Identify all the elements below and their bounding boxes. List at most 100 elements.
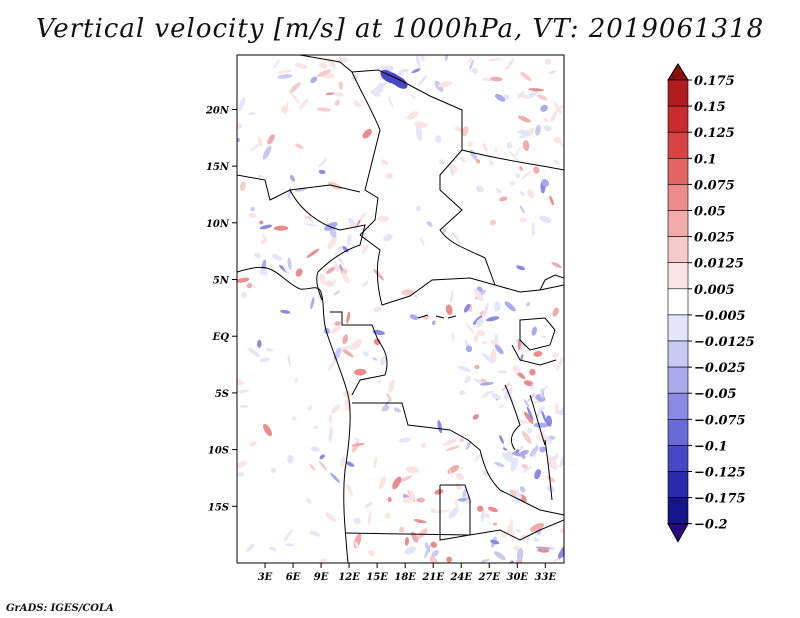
lon-label: 18E [394, 572, 416, 583]
field-patch [430, 541, 438, 548]
lon-label: 27E [477, 572, 500, 583]
field-patch [376, 215, 389, 222]
field-patch [511, 452, 524, 457]
field-patch [434, 489, 444, 495]
field-patch [393, 407, 402, 413]
field-patch [295, 268, 303, 277]
colorbar-label: 0.05 [694, 205, 726, 220]
field-patch [523, 399, 530, 408]
field-patch [552, 353, 559, 358]
colorbar-label: 0.125 [694, 126, 735, 141]
field-patch [294, 377, 299, 383]
lat-label: 15N [206, 162, 230, 173]
field-patch [515, 449, 520, 454]
map-frame [236, 54, 565, 564]
field-patch [318, 169, 326, 175]
field-patch [508, 390, 514, 405]
border-nigeria-cameroon [289, 189, 366, 301]
field-patch [521, 430, 532, 444]
field-patch [249, 441, 257, 447]
field-patch [449, 289, 454, 304]
field-patch [526, 406, 534, 422]
rift-lakes [504, 384, 553, 501]
field-patch [442, 228, 447, 233]
colorbar-segment [667, 445, 689, 472]
field-patch [416, 497, 425, 503]
colorbar-label: −0.075 [694, 413, 746, 428]
field-patch [469, 59, 474, 71]
field-patch [499, 404, 505, 409]
field-patch [237, 277, 250, 283]
field-patch [346, 483, 353, 496]
field-patch [479, 310, 485, 316]
field-patch [494, 461, 505, 468]
field-patch [415, 55, 421, 69]
field-patch [480, 378, 488, 384]
field-patch [494, 344, 504, 355]
field-patch [285, 543, 294, 547]
field-patch [404, 537, 409, 546]
congo-river [417, 314, 457, 319]
field-patch [530, 523, 545, 532]
field-patch [304, 223, 317, 227]
field-patch [508, 58, 514, 67]
field-patch [472, 414, 479, 420]
field-patch [549, 456, 558, 461]
field-patch [246, 543, 255, 552]
colorbar-segment [667, 497, 689, 525]
field-patch [540, 104, 548, 112]
field-patch [481, 469, 489, 477]
field-patch [536, 94, 548, 101]
field-patch [544, 58, 552, 65]
field-patch [520, 71, 532, 82]
field-patch [380, 356, 387, 366]
field-patch [319, 558, 327, 563]
field-patch [547, 475, 556, 483]
field-patch [413, 519, 427, 524]
field-patch [460, 156, 466, 163]
field-patch [483, 302, 489, 318]
colorbar-bottom-arrow [667, 523, 689, 543]
field-patch [283, 528, 293, 543]
field-patch [515, 173, 521, 179]
field-patch [318, 292, 322, 303]
lon-label: 24E [449, 572, 472, 583]
border-angola-zambia [439, 484, 471, 541]
colorbar-label: −0.175 [694, 492, 746, 507]
field-patch [361, 280, 369, 287]
field-patch [376, 82, 384, 94]
field-patch [548, 70, 557, 74]
field-patch [521, 466, 533, 473]
field-patch [238, 97, 246, 112]
field-patch [536, 406, 542, 418]
field-patch [519, 165, 523, 171]
field-patch [552, 307, 559, 317]
lat-axis: 20N 15N 10N 5N EQ 5S 10S 15S [205, 105, 237, 513]
chart-title: Vertical velocity [m/s] at 1000hPa, VT: … [35, 14, 765, 44]
field-patch [521, 170, 532, 180]
field-patch [406, 111, 419, 120]
field-patch [415, 205, 422, 212]
field-patch [340, 347, 354, 358]
field-patch [529, 368, 536, 376]
colorbar-label: 0.005 [694, 283, 735, 298]
field-patch [519, 217, 527, 223]
field-patch [331, 404, 341, 414]
field-patch [383, 233, 393, 242]
field-patch [550, 110, 558, 123]
colorbar-segment [667, 314, 689, 342]
field-patch [346, 234, 352, 247]
field-patch [333, 290, 341, 296]
field-patch [257, 339, 262, 348]
field-patch [399, 526, 405, 533]
colorbar-label: −0.0125 [694, 335, 755, 350]
field-patch [345, 461, 355, 467]
field-patch [239, 404, 249, 409]
field-patch [342, 334, 349, 345]
field-patch [541, 389, 545, 400]
field-patch [289, 174, 295, 182]
field-patch [384, 512, 391, 520]
field-patch [528, 88, 544, 92]
field-patch [455, 472, 464, 481]
colorbar-top-arrow [667, 63, 689, 81]
